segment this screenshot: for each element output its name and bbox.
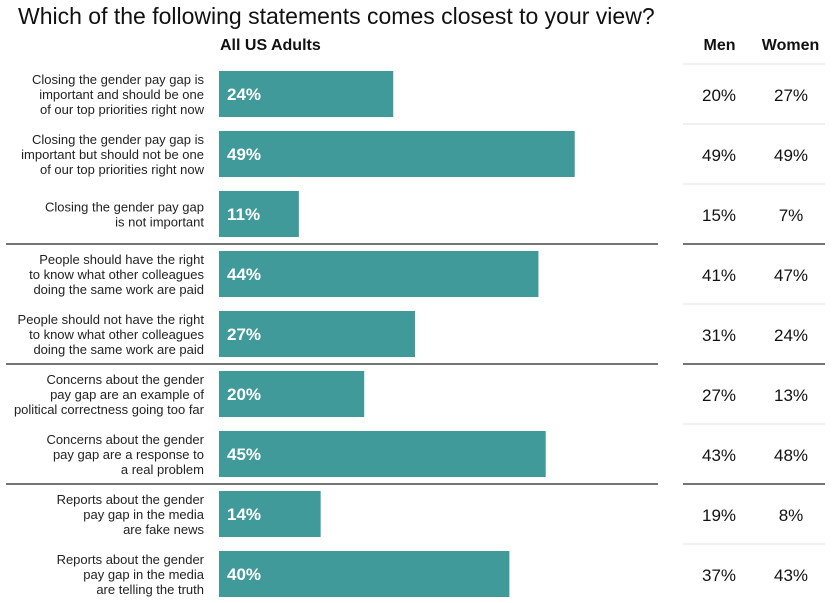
bar	[219, 131, 575, 177]
men-value: 15%	[702, 206, 736, 225]
category-label: Reports about the gender pay gap in the m…	[57, 552, 205, 597]
men-value: 49%	[702, 146, 736, 165]
category-label: People should not have the right to know …	[18, 312, 205, 357]
women-value: 48%	[774, 446, 808, 465]
bar	[219, 311, 416, 357]
bar-value-label: 20%	[227, 385, 261, 404]
bar	[219, 251, 539, 297]
men-value: 19%	[702, 506, 736, 525]
bar-value-label: 49%	[227, 145, 261, 164]
category-label: Closing the gender pay gap is not importa…	[45, 200, 204, 230]
column-header-women: Women	[761, 37, 820, 54]
women-value: 43%	[774, 566, 808, 585]
bar-value-label: 11%	[227, 205, 260, 224]
women-value: 49%	[774, 146, 808, 165]
bar	[219, 191, 299, 237]
bar-value-label: 45%	[227, 445, 261, 464]
category-label: Concerns about the gender pay gap are an …	[14, 372, 205, 417]
women-value: 47%	[774, 266, 808, 285]
bar-value-label: 24%	[227, 85, 261, 104]
bar	[219, 491, 321, 537]
category-label: Reports about the gender pay gap in the m…	[57, 492, 205, 537]
women-value: 24%	[774, 326, 808, 345]
bar-value-label: 40%	[227, 565, 261, 584]
men-value: 20%	[702, 86, 736, 105]
column-header-men: Men	[703, 37, 736, 54]
men-value: 43%	[702, 446, 736, 465]
bar-value-label: 27%	[227, 325, 261, 344]
women-value: 27%	[774, 86, 808, 105]
men-value: 41%	[702, 266, 736, 285]
bar	[219, 371, 365, 417]
bar-value-label: 44%	[227, 265, 261, 284]
bar	[219, 71, 394, 117]
chart-title: Which of the following statements comes …	[18, 3, 655, 29]
category-label: Closing the gender pay gap is important a…	[32, 72, 205, 117]
bar	[219, 431, 546, 477]
category-label: Concerns about the gender pay gap are a r…	[46, 432, 204, 477]
men-value: 27%	[702, 386, 736, 405]
women-value: 13%	[774, 386, 808, 405]
column-header-all-us-adults: All US Adults	[220, 37, 321, 54]
bar-value-label: 14%	[227, 505, 261, 524]
men-value: 37%	[702, 566, 736, 585]
category-label: People should have the right to know what…	[29, 252, 204, 297]
men-value: 31%	[702, 326, 736, 345]
category-label: Closing the gender pay gap is important b…	[21, 132, 204, 177]
women-value: 7%	[779, 206, 804, 225]
bar	[219, 551, 510, 597]
women-value: 8%	[779, 506, 804, 525]
